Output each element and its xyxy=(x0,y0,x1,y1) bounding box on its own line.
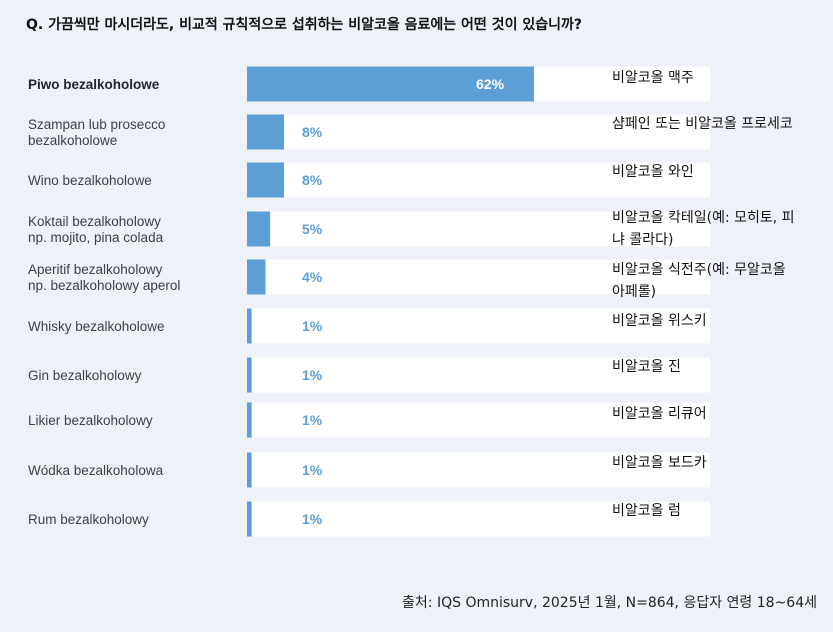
category-label: Likier bezalkoholowy xyxy=(28,413,153,428)
value-label: 62% xyxy=(476,76,505,92)
value-label: 5% xyxy=(302,221,323,237)
question-title: Q. 가끔씩만 마시더라도, 비교적 규칙적으로 섭취하는 비알코올 음료에는 … xyxy=(26,17,582,33)
value-label: 8% xyxy=(302,172,323,188)
category-label: np. bezalkoholowy aperol xyxy=(28,278,180,293)
bar xyxy=(247,114,285,150)
bar xyxy=(247,308,252,344)
category-label: Piwo bezalkoholowe xyxy=(28,77,160,92)
korean-translation-label: 비알코올 진 xyxy=(612,359,681,375)
category-label: Rum bezalkoholowy xyxy=(28,512,149,527)
category-label: Whisky bezalkoholowe xyxy=(28,319,165,334)
korean-translation-label: 비알코올 맥주 xyxy=(612,70,694,86)
bar xyxy=(247,66,535,102)
korean-translation-label: 비알코올 보드카 xyxy=(612,455,707,471)
korean-translation-label: 비알코올 와인 xyxy=(612,164,694,180)
bar-track xyxy=(247,308,710,344)
bar xyxy=(247,162,285,198)
korean-translation-label: 샴페인 또는 비알코올 프로세코 xyxy=(612,116,793,132)
korean-translation-label: 비알코올 위스키 xyxy=(612,313,707,329)
value-label: 1% xyxy=(302,462,323,478)
bar-track xyxy=(247,259,710,295)
bar-track xyxy=(247,402,710,438)
korean-translation-label: 비알코올 리큐어 xyxy=(612,406,707,422)
bar xyxy=(247,211,271,247)
category-label: Koktail bezalkoholowy xyxy=(28,214,161,229)
bar-track xyxy=(247,452,710,488)
bar xyxy=(247,501,252,537)
bar xyxy=(247,452,252,488)
category-label: Gin bezalkoholowy xyxy=(28,368,142,383)
bar xyxy=(247,357,252,393)
bar-track xyxy=(247,211,710,247)
value-label: 4% xyxy=(302,269,323,285)
bar xyxy=(247,259,266,295)
category-label: Wódka bezalkoholowa xyxy=(28,463,164,478)
bar-track xyxy=(247,162,710,198)
bar xyxy=(247,402,252,438)
category-label: Szampan lub prosecco xyxy=(28,117,165,132)
category-label: np. mojito, pina colada xyxy=(28,230,164,245)
bar-track xyxy=(247,501,710,537)
korean-translation-label: 비알코올 식전주(예: 무알코올 아페롤) xyxy=(612,262,786,300)
bar-track xyxy=(247,114,710,150)
category-label: Wino bezalkoholowe xyxy=(28,173,152,188)
value-label: 1% xyxy=(302,511,323,527)
value-label: 1% xyxy=(302,412,323,428)
value-label: 1% xyxy=(302,367,323,383)
category-label: bezalkoholowe xyxy=(28,133,117,148)
korean-translation-label: 비알코올 럼 xyxy=(612,503,681,519)
value-label: 8% xyxy=(302,124,323,140)
value-label: 1% xyxy=(302,318,323,334)
source-note: 출처: IQS Omnisurv, 2025년 1월, N=864, 응답자 연… xyxy=(402,595,817,611)
category-label: Aperitif bezalkoholowy xyxy=(28,262,163,277)
bar-track xyxy=(247,357,710,393)
